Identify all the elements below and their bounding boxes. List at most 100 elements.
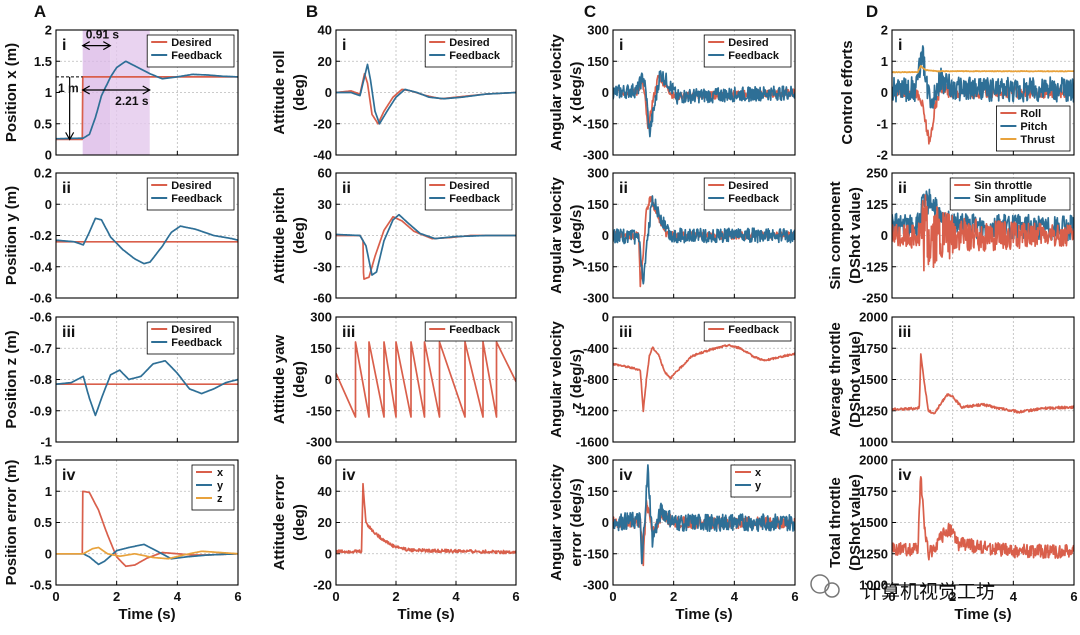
x-tick-label: 0 — [609, 589, 616, 604]
panel-numeral: iv — [62, 467, 75, 484]
y-tick-label: -1 — [40, 435, 52, 450]
series-line-sin-amplitude — [892, 188, 1074, 242]
axes-box — [55, 172, 239, 299]
legend-entry: x — [755, 467, 762, 479]
y-tick-label: -0.7 — [30, 341, 52, 356]
y-tick-label: -150 — [583, 116, 609, 131]
series-line-y — [56, 543, 238, 566]
legend-entry: Feedback — [171, 193, 223, 205]
legend-box — [703, 177, 792, 211]
y-axis-label: Angular velocity — [548, 176, 565, 293]
axes-box — [891, 29, 1075, 156]
series-line-desired — [56, 76, 238, 141]
y-tick-label: 150 — [587, 54, 609, 69]
panel-numeral: ii — [62, 180, 71, 197]
plot-area — [613, 195, 795, 288]
y-tick-label: 40 — [318, 23, 332, 38]
series-line-feedback — [56, 60, 238, 140]
y-axis-label: error (deg/s) — [568, 478, 585, 566]
series-line-error — [336, 482, 516, 555]
x-tick-label: 2 — [949, 589, 956, 604]
y-tick-label: 2 — [45, 23, 52, 38]
panel-B-i: -40 -20 0 20 40 i Attitude roll (deg) DesiredFee… — [271, 23, 517, 163]
axes-box — [612, 316, 796, 443]
panel-C-iii: -1600 -1200 -800 -400 0 iii Angular velocity z … — [548, 310, 796, 450]
y-tick-label: 0 — [325, 546, 332, 561]
y-tick-label: 0 — [45, 546, 52, 561]
panel-numeral: ii — [898, 180, 907, 197]
panel-numeral: iv — [898, 467, 911, 484]
legend-entry: y — [217, 480, 224, 492]
x-axis-label: Time (s) — [675, 606, 732, 623]
legend-entry: Desired — [171, 324, 211, 336]
panel-C-iv: -300 -150 0 150 300 0 2 4 6 iv Angular velocity err… — [548, 453, 799, 624]
y-tick-label: 1.5 — [34, 54, 52, 69]
legend-entry: Feedback — [728, 324, 780, 336]
y-axis-label: Attitude yaw — [271, 335, 288, 425]
panel-numeral: ii — [342, 180, 351, 197]
step-arrow-head — [65, 132, 75, 141]
panel-numeral: iii — [619, 324, 632, 341]
plot-area — [892, 353, 1074, 415]
y-tick-label: 1750 — [859, 341, 888, 356]
panel-B-ii: -60 -30 0 30 60 ii Attitude pitch (deg) DesiredF… — [271, 166, 517, 306]
y-tick-label: 0 — [45, 148, 52, 163]
y-axis-label: Average throttle — [827, 322, 844, 436]
x-axis-label: Time (s) — [954, 606, 1011, 623]
y-axis-label: Angular velocity — [548, 463, 565, 580]
y-axis-label: z (deg/s) — [568, 349, 585, 410]
axes-box — [612, 459, 796, 586]
y-tick-label: 300 — [587, 453, 609, 468]
plot-area — [336, 63, 516, 125]
y-tick-label: -2 — [876, 148, 888, 163]
y-tick-label: -0.9 — [30, 403, 52, 418]
legend: xy — [730, 464, 792, 498]
series-line-feedback — [613, 70, 795, 138]
plot-area — [336, 341, 516, 418]
plot-area — [336, 482, 516, 555]
y-axis-label: (deg) — [291, 217, 308, 254]
series-line-y — [613, 464, 795, 565]
y-tick-label: 1500 — [859, 515, 888, 530]
axes-box — [891, 459, 1075, 586]
legend-entry: Desired — [171, 37, 211, 49]
legend-box — [146, 34, 235, 68]
panel-D-iv: 1000 1250 1500 1750 2000 0 2 4 6 iv Total throttle… — [827, 453, 1078, 624]
axes-box — [335, 172, 517, 299]
panel-C-i: -300 -150 0 150 300 i Angular velocity x (deg/s… — [548, 23, 796, 163]
y-tick-label: -250 — [862, 291, 888, 306]
y-axis-label: Position y (m) — [3, 186, 20, 285]
panels-layer: A B C D 0 0.5 1 1.5 2 0.91 s 2.21 s 1 m i Position x … — [3, 2, 1078, 623]
y-axis-label: Angular velocity — [548, 33, 565, 150]
panel-A-ii: -0.6 -0.4 -0.2 0 0.2 ii Position y (m) DesiredF… — [3, 166, 239, 306]
x-tick-label: 6 — [234, 589, 241, 604]
axes-box — [612, 29, 796, 156]
y-tick-label: -400 — [583, 341, 609, 356]
y-tick-label: -800 — [583, 372, 609, 387]
y-tick-label: -0.2 — [30, 228, 52, 243]
panel-numeral: iv — [619, 467, 632, 484]
plot-area — [56, 359, 238, 417]
y-tick-label: 1000 — [859, 578, 888, 593]
y-tick-label: 0 — [602, 310, 609, 325]
plot-area — [892, 45, 1074, 145]
x-axis-label: Time (s) — [118, 606, 175, 623]
y-axis-label: (deg) — [291, 74, 308, 111]
y-tick-label: -60 — [313, 291, 332, 306]
y-tick-label: -300 — [583, 148, 609, 163]
axes-box — [55, 29, 239, 156]
plot-area — [336, 213, 516, 280]
legend-box — [424, 321, 513, 342]
y-tick-label: -150 — [583, 546, 609, 561]
y-tick-label: 2000 — [859, 310, 888, 325]
legend: Feedback — [424, 321, 513, 342]
series-line-feedback — [336, 341, 516, 418]
rise-arrow-head-right — [102, 41, 112, 51]
